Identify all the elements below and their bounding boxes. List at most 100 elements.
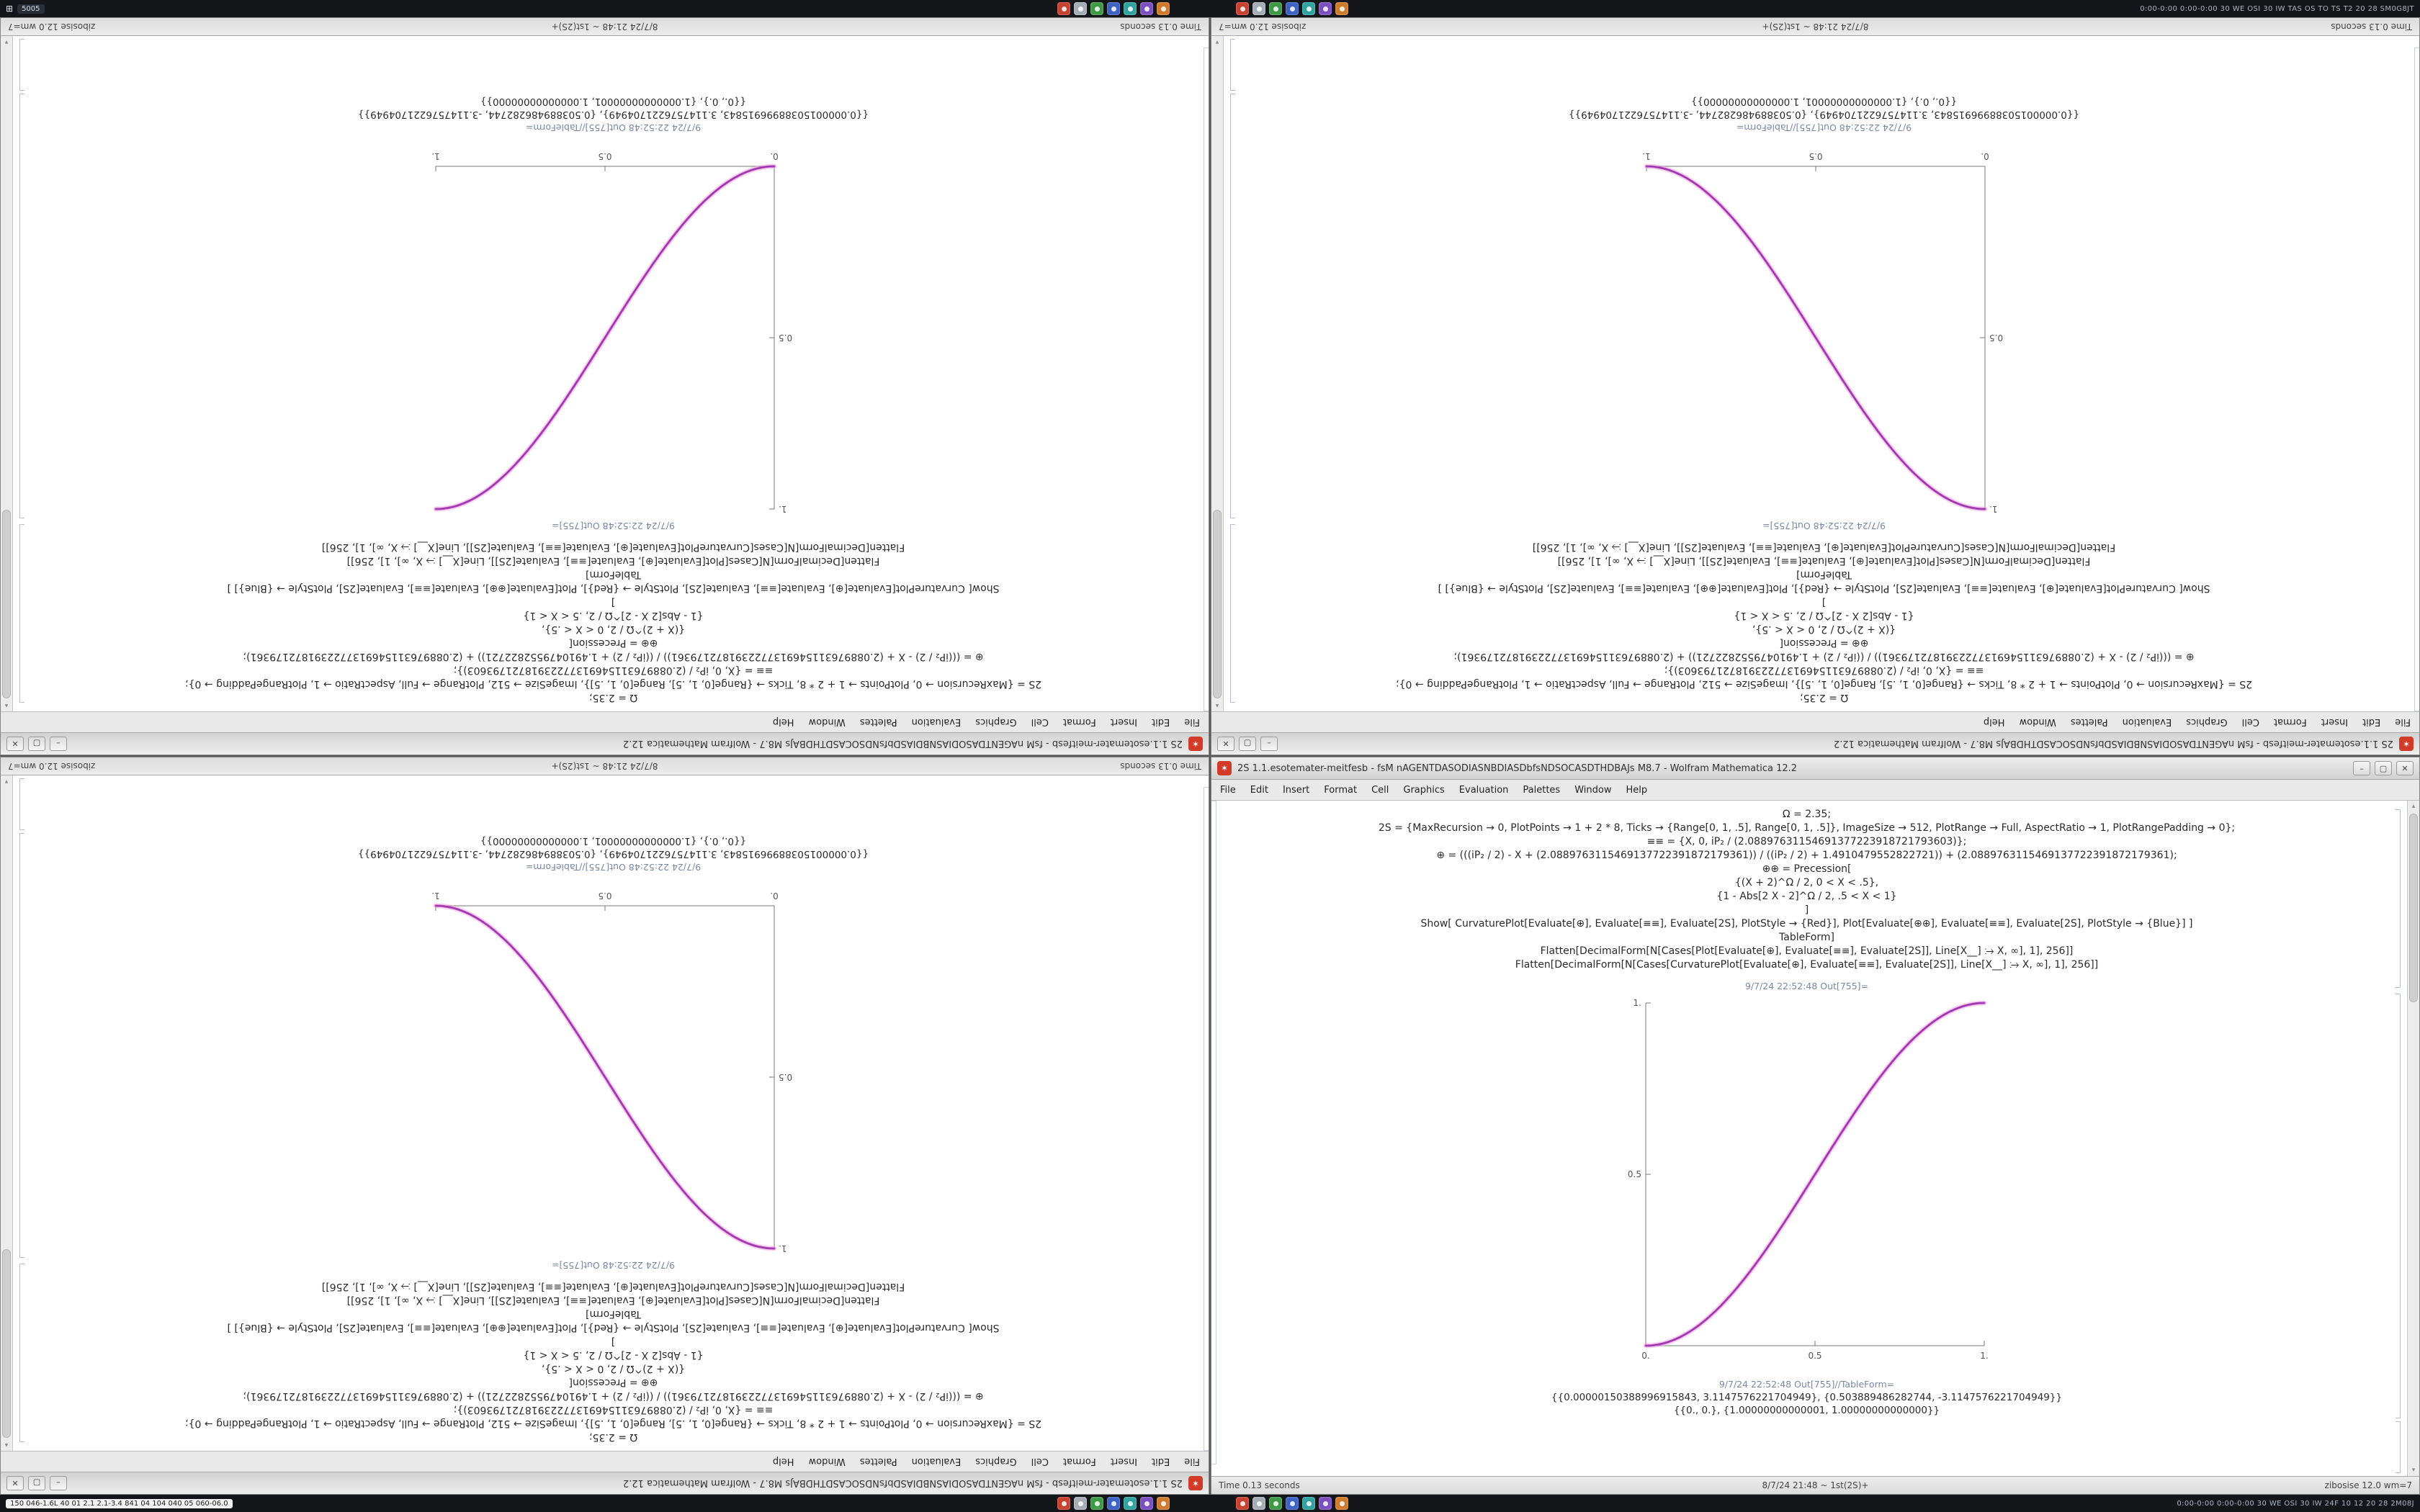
menu-item-window[interactable]: Window xyxy=(808,716,846,728)
app-icon-red[interactable] xyxy=(1057,1497,1070,1510)
cell-bracket[interactable] xyxy=(1230,39,1235,91)
close-button[interactable]: ✕ xyxy=(1217,737,1234,751)
scrollbar-thumb[interactable] xyxy=(1213,510,1222,698)
input-cell-line[interactable]: ⊕⊕ = Precession[ xyxy=(1779,637,1869,649)
app-icon-teal[interactable] xyxy=(1302,1497,1315,1510)
app-icon-teal[interactable] xyxy=(1124,1497,1137,1510)
app-icon-orange[interactable] xyxy=(1157,2,1170,15)
scroll-down-icon[interactable]: ▾ xyxy=(4,38,9,45)
close-button[interactable]: ✕ xyxy=(2396,761,2414,775)
input-cell-line[interactable]: ≡≡ = {X, 0, iP₂ / (2.0889763115469137722… xyxy=(453,665,774,676)
input-cell-line[interactable]: Ω = 2.35; xyxy=(588,1431,638,1443)
app-icon-red[interactable] xyxy=(1236,1497,1249,1510)
input-cell-line[interactable]: ≡≡ = {X, 0, iP₂ / (2.0889763115469137722… xyxy=(1664,665,1984,676)
menu-item-window[interactable]: Window xyxy=(1574,784,1612,796)
input-cell-line[interactable]: ⊕ = (((iP₂ / 2) - X + (2.088976311546913… xyxy=(243,651,984,662)
menu-item-file[interactable]: File xyxy=(2395,716,2411,728)
input-cell-line[interactable]: Flatten[DecimalForm[N[Cases[Plot[Evaluat… xyxy=(1557,555,2091,567)
input-cell-line[interactable]: ] xyxy=(1804,904,1809,916)
menu-item-cell[interactable]: Cell xyxy=(1031,1456,1049,1467)
scroll-down-icon[interactable]: ▾ xyxy=(2411,1467,2416,1474)
system-menu-icon[interactable]: ⊞ xyxy=(6,4,14,14)
menu-item-insert[interactable]: Insert xyxy=(1282,784,1310,796)
input-cell-line[interactable]: TableForm] xyxy=(1796,569,1852,580)
input-cell-line[interactable]: ] xyxy=(611,596,616,608)
menu-item-cell[interactable]: Cell xyxy=(1031,716,1049,728)
input-cell-line[interactable]: {(X + 2)^Ω / 2, 0 < X < .5}, xyxy=(1752,624,1896,635)
app-icon-purple[interactable] xyxy=(1140,2,1153,15)
menu-item-evaluation[interactable]: Evaluation xyxy=(1458,784,1509,796)
menu-item-window[interactable]: Window xyxy=(808,1456,846,1467)
menu-item-graphics[interactable]: Graphics xyxy=(975,716,1017,728)
input-cell-line[interactable]: Show[ CurvaturePlot[Evaluate[⊕], Evaluat… xyxy=(227,582,1000,594)
input-cell-line[interactable]: {1 - Abs[2 X - 2]^Ω / 2, .5 < X < 1} xyxy=(1716,891,1897,902)
close-button[interactable]: ✕ xyxy=(6,737,24,751)
app-icon-purple[interactable] xyxy=(1319,2,1332,15)
minimize-button[interactable]: – xyxy=(1260,737,1278,751)
menu-item-graphics[interactable]: Graphics xyxy=(2186,716,2228,728)
menu-item-edit[interactable]: Edit xyxy=(1152,716,1170,728)
minimize-button[interactable]: – xyxy=(50,737,67,751)
maximize-button[interactable]: ▢ xyxy=(28,1476,45,1490)
window-titlebar[interactable]: ✶ 2S 1.1.esotemater-meitfesb - fsM nAGEN… xyxy=(1,732,1209,755)
cell-bracket[interactable] xyxy=(19,778,24,830)
scroll-up-icon[interactable]: ▴ xyxy=(1215,702,1219,709)
menu-item-file[interactable]: File xyxy=(1220,784,1236,796)
input-cell-line[interactable]: {1 - Abs[2 X - 2]^Ω / 2, .5 < X < 1} xyxy=(523,610,704,621)
app-icon-gray[interactable] xyxy=(1252,1497,1265,1510)
input-cell-line[interactable]: ⊕ = (((iP₂ / 2) - X + (2.088976311546913… xyxy=(1436,850,2177,861)
vertical-scrollbar[interactable]: ▴ ▾ xyxy=(1,36,13,711)
app-icon-green[interactable] xyxy=(1269,1497,1282,1510)
minimize-button[interactable]: – xyxy=(2353,761,2370,775)
app-icon-gray[interactable] xyxy=(1074,2,1087,15)
app-icon-gray[interactable] xyxy=(1074,1497,1087,1510)
input-cell-line[interactable]: 2S = {MaxRecursion → 0, PlotPoints → 1 +… xyxy=(184,678,1042,690)
input-cell-line[interactable]: TableForm] xyxy=(1779,932,1834,943)
menu-item-help[interactable]: Help xyxy=(772,716,794,728)
menu-item-insert[interactable]: Insert xyxy=(1110,716,1138,728)
input-cell-line[interactable]: TableForm] xyxy=(586,1308,641,1320)
app-icon-red[interactable] xyxy=(1057,2,1070,15)
minimize-button[interactable]: – xyxy=(50,1476,67,1490)
menu-item-cell[interactable]: Cell xyxy=(2241,716,2259,728)
menu-item-help[interactable]: Help xyxy=(772,1456,794,1467)
input-cell-line[interactable]: 2S = {MaxRecursion → 0, PlotPoints → 1 +… xyxy=(184,1418,1042,1429)
cell-group-bracket[interactable] xyxy=(1204,48,1209,711)
app-icon-blue[interactable] xyxy=(1107,1497,1120,1510)
app-icon-purple[interactable] xyxy=(1140,1497,1153,1510)
menu-item-palettes[interactable]: Palettes xyxy=(1523,784,1561,796)
input-cell-line[interactable]: Flatten[DecimalForm[N[Cases[CurvaturePlo… xyxy=(1515,959,2099,971)
app-icon-blue[interactable] xyxy=(1286,1497,1299,1510)
cell-group-bracket[interactable] xyxy=(1211,801,1216,1464)
input-cell-line[interactable]: 2S = {MaxRecursion → 0, PlotPoints → 1 +… xyxy=(1395,678,2253,690)
vertical-scrollbar[interactable]: ▴ ▾ xyxy=(2407,801,2419,1476)
maximize-button[interactable]: ▢ xyxy=(28,737,45,751)
menu-item-file[interactable]: File xyxy=(1184,716,1200,728)
input-cell-line[interactable]: Ω = 2.35; xyxy=(588,692,638,703)
input-cell-line[interactable]: ⊕⊕ = Precession[ xyxy=(568,1377,658,1388)
menu-item-graphics[interactable]: Graphics xyxy=(975,1456,1017,1467)
menu-item-evaluation[interactable]: Evaluation xyxy=(911,1456,962,1467)
menu-item-graphics[interactable]: Graphics xyxy=(1403,784,1445,796)
input-cell-line[interactable]: ⊕ = (((iP₂ / 2) - X + (2.088976311546913… xyxy=(1453,651,2195,662)
app-icon-green[interactable] xyxy=(1269,2,1282,15)
menu-item-format[interactable]: Format xyxy=(1062,1456,1096,1467)
input-cell-line[interactable]: ≡≡ = {X, 0, iP₂ / (2.0889763115469137722… xyxy=(1646,836,1967,847)
cell-bracket[interactable] xyxy=(19,39,24,91)
input-cell-line[interactable]: Flatten[DecimalForm[N[Cases[Plot[Evaluat… xyxy=(346,1295,880,1306)
input-cell-line[interactable]: Flatten[DecimalForm[N[Cases[CurvaturePlo… xyxy=(1532,541,2116,553)
cell-bracket[interactable] xyxy=(2396,809,2401,988)
menu-item-insert[interactable]: Insert xyxy=(1110,1456,1138,1467)
menu-item-help[interactable]: Help xyxy=(1983,716,2005,728)
cell-bracket[interactable] xyxy=(19,94,24,518)
app-icon-blue[interactable] xyxy=(1107,2,1120,15)
input-cell-line[interactable]: Flatten[DecimalForm[N[Cases[CurvaturePlo… xyxy=(321,1281,905,1292)
cell-bracket[interactable] xyxy=(19,1264,24,1442)
app-icon-green[interactable] xyxy=(1090,2,1103,15)
scroll-up-icon[interactable]: ▴ xyxy=(4,1441,9,1449)
input-cell-line[interactable]: Flatten[DecimalForm[N[Cases[Plot[Evaluat… xyxy=(1540,945,2074,957)
menu-item-format[interactable]: Format xyxy=(1062,716,1096,728)
input-cell-line[interactable]: Show[ CurvaturePlot[Evaluate[⊕], Evaluat… xyxy=(1438,582,2210,594)
cell-bracket[interactable] xyxy=(1230,94,1235,518)
input-cell-line[interactable]: 2S = {MaxRecursion → 0, PlotPoints → 1 +… xyxy=(1378,822,2236,834)
